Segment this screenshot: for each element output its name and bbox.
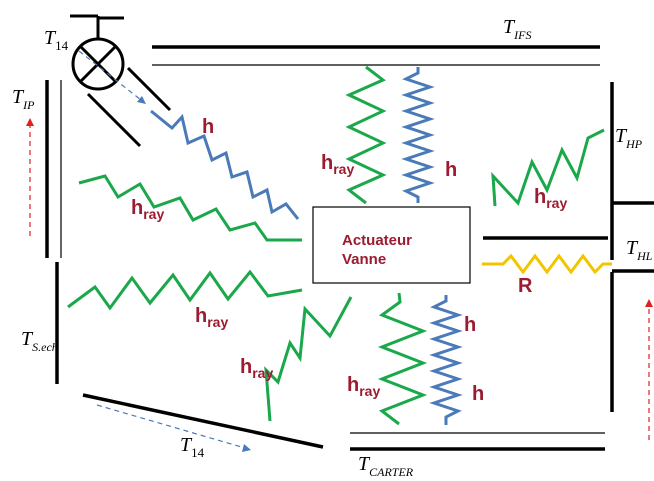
spring-ray-right [491,128,605,207]
flow-arrowhead-ip [26,118,34,126]
label-t-ifs: TIFS [503,16,531,42]
spring-h-bottom-center [429,295,463,425]
label-hray-right: hray [534,186,567,211]
label-t-sech: TS.ech [21,328,58,354]
flow-arrowhead-hl [645,299,653,307]
coefficient-labels: h h hray hray hray hray R h hray hray h [131,116,567,405]
label-t14-top: T14 [44,27,69,53]
sech-slanted-wall [82,393,324,449]
walls [45,45,654,451]
flow-arrowhead-bottom [242,444,251,452]
spring-ray-left-upper [78,174,302,242]
actuator-label-line2: Vanne [342,251,386,268]
spring-r-conduction [482,253,612,275]
label-hray-bottom-center: hray [347,374,380,399]
label-t-hp: THP [615,125,643,151]
label-hray-top-center: hray [321,152,354,177]
radiation-springs [67,65,605,426]
label-t-ip: TIP [12,86,35,112]
label-h-bottom-lower: h [472,383,484,405]
actuator-box [312,206,471,284]
valve-icon [70,14,172,148]
spring-ray-bottom-center [377,292,428,426]
label-h-top-left: h [202,116,214,138]
spring-ray-bottom-left [264,296,353,422]
label-t-hl: THL [626,237,653,263]
flow-arrows [26,50,653,452]
flow-arrowhead-valve [137,96,146,104]
label-r: R [518,275,533,297]
label-hray-bottom-left: hray [240,356,273,381]
spring-h-top-left [150,109,300,220]
label-hray-left-lower: hray [195,305,228,330]
flow-arrow-bottom [96,404,246,449]
spring-ray-left-lower [67,269,303,311]
label-t-carter: TCARTER [358,453,414,479]
label-t14-bottom: T14 [180,434,205,460]
spring-ray-top-center [345,65,387,205]
label-h-top-center: h [445,159,457,181]
label-hray-left-upper: hray [131,197,164,222]
flow-arrow-valve [78,50,142,101]
convection-springs [150,67,463,425]
label-h-bottom-upper: h [464,314,476,336]
actuator-label-line1: Actuateur [342,232,412,249]
spring-h-top-center [401,67,435,203]
temperature-labels: T14 TIFS TIP THP THL TS.ech T14 TCARTER [12,16,653,479]
